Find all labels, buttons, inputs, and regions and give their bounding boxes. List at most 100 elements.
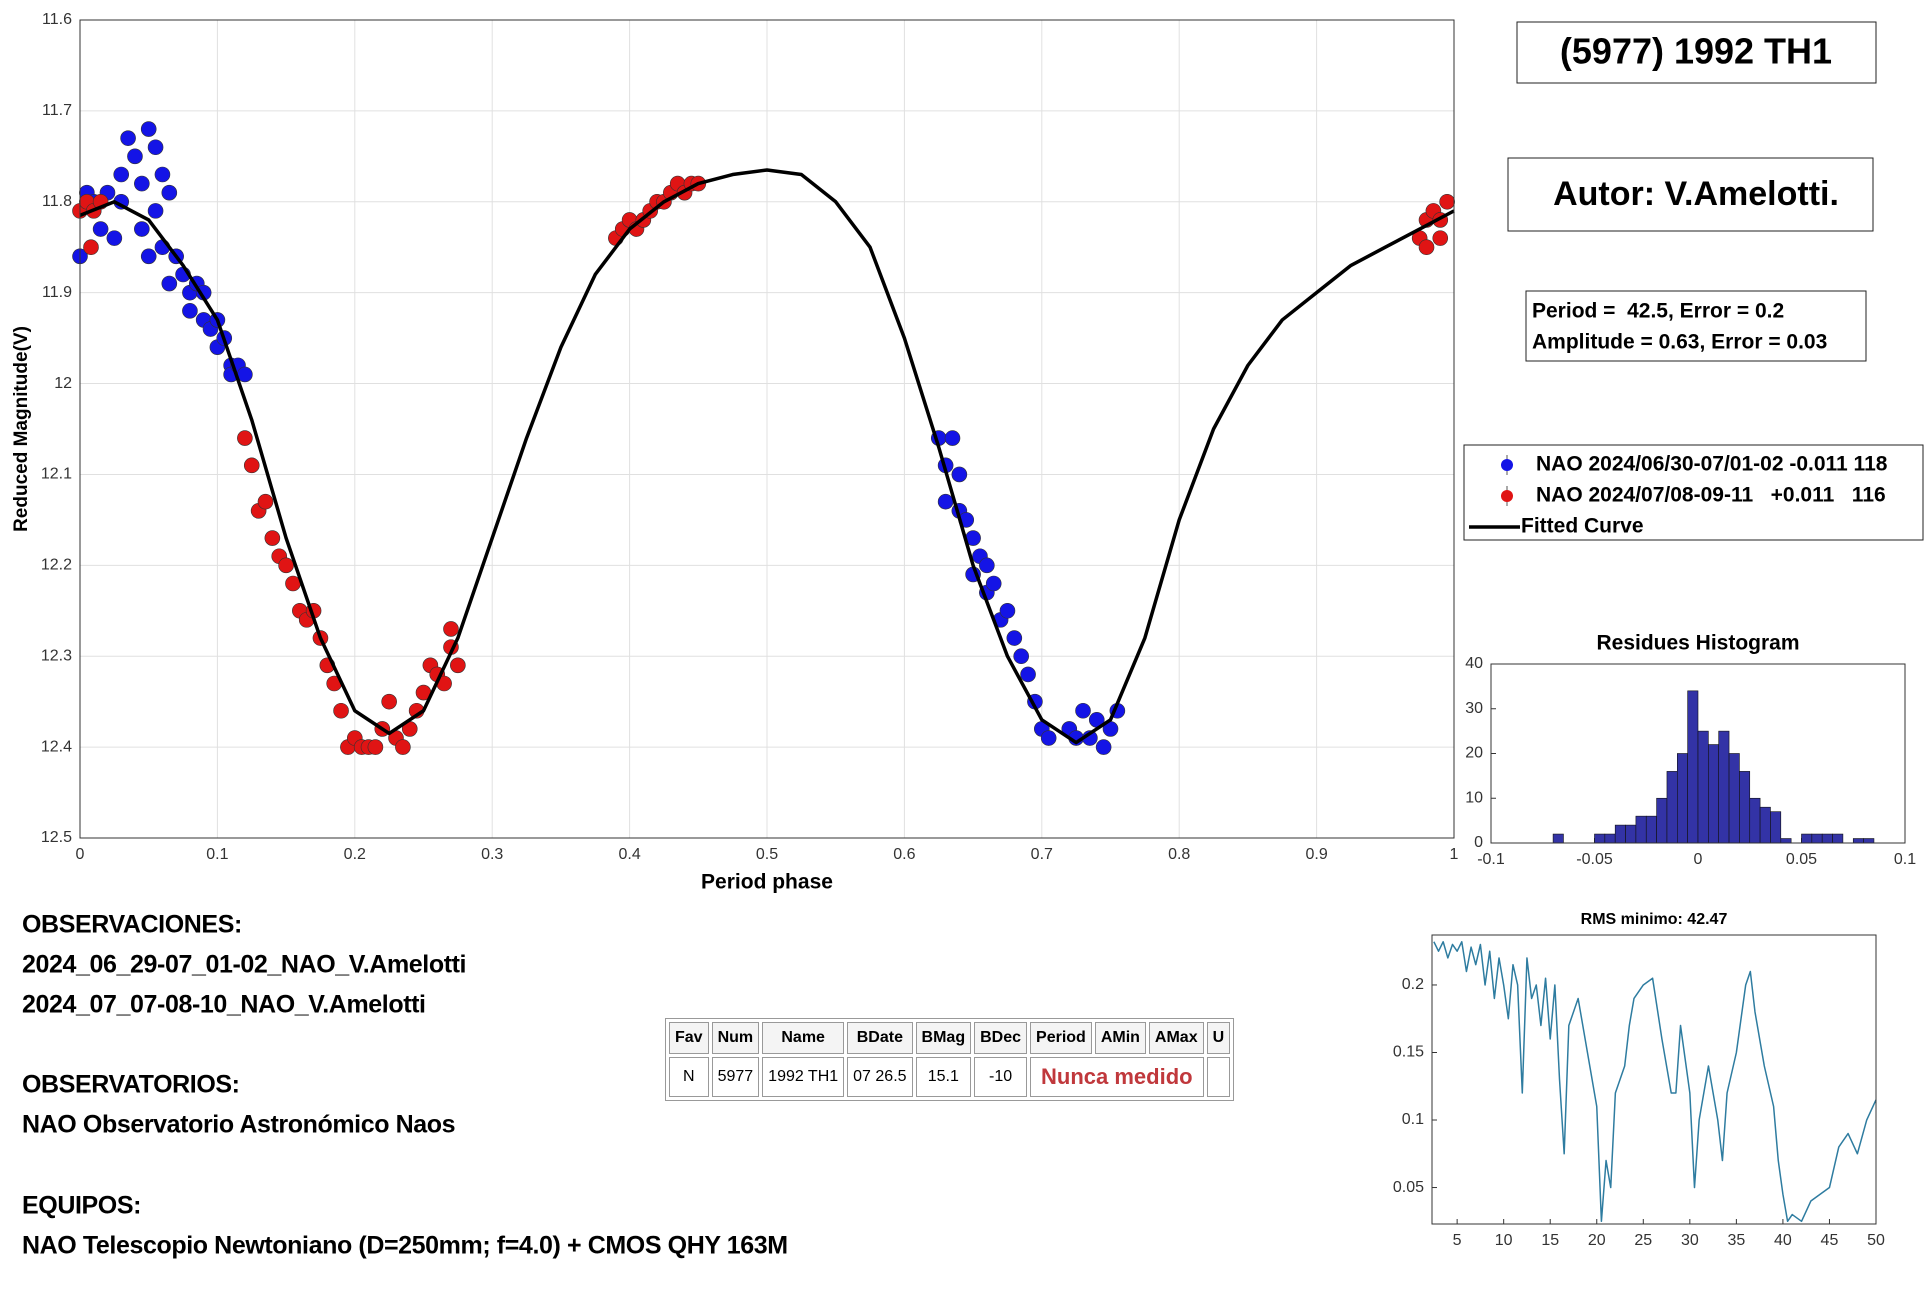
axes-frame (1431, 934, 1877, 1225)
y-tick-label: 0 (1474, 834, 1483, 851)
y-tick-label: 0.1 (1402, 1111, 1424, 1128)
table-header-cell: U (1206, 1022, 1231, 1054)
data-point (120, 130, 136, 146)
x-tick-label: 35 (1727, 1232, 1745, 1249)
data-point (951, 466, 968, 483)
histogram-bar (1739, 771, 1751, 844)
note-line: 2024_06_29-07_01-02_NAO_V.Amelotti (22, 951, 466, 979)
data-point (264, 530, 281, 546)
note-line: NAO Telescopio Newtoniano (D=250mm; f=4.… (22, 1232, 788, 1260)
y-tick-label: 11.8 (42, 193, 72, 210)
author-box (1507, 157, 1874, 232)
histogram-bar (1718, 730, 1730, 844)
table-header-cell: Period (1030, 1022, 1092, 1054)
table-header: Fav Num Name BDate BMag BDec Period AMin AMax U (669, 1022, 1231, 1054)
x-tick-label: 0.1 (206, 846, 228, 863)
data-point (154, 166, 171, 183)
x-tick-label: 0.1 (1894, 851, 1916, 868)
table-cell: N (669, 1057, 709, 1097)
table-header-cell: AMin (1094, 1022, 1146, 1054)
x-tick-label: -0.1 (1477, 851, 1505, 868)
y-tick-label: 12.3 (41, 647, 72, 664)
data-point (278, 557, 294, 574)
y-tick-label: 12.5 (41, 829, 72, 846)
data-point (937, 493, 954, 510)
chart-title: Residues Histogram (1596, 632, 1799, 655)
chart-title: (5977) 1992 TH1 (1560, 31, 1832, 72)
axes-frame (79, 19, 1455, 839)
data-point (92, 221, 109, 237)
y-axis-label: Reduced Magnitude(V) (11, 326, 32, 532)
data-point (367, 739, 384, 755)
legend-label: Fitted Curve (1521, 515, 1644, 538)
histogram-bar (1832, 833, 1844, 844)
histogram-bar (1635, 815, 1647, 844)
chart-title: RMS minimo: 42.47 (1581, 911, 1728, 928)
data-point (999, 602, 1016, 619)
table-header-cell: Fav (669, 1022, 709, 1054)
table-cell: 07 26.5 (847, 1057, 913, 1097)
histogram-bar (1677, 753, 1688, 844)
data-point (113, 166, 130, 183)
note-heading: OBSERVACIONES: (22, 911, 242, 939)
x-tick-label: 0.2 (344, 846, 366, 863)
histogram-bar (1645, 815, 1657, 844)
data-point (1006, 630, 1023, 646)
table-header-cell: BDec (974, 1022, 1028, 1054)
x-tick-label: 5 (1453, 1232, 1462, 1249)
plot-area (1432, 935, 1876, 1224)
x-tick-label: 40 (1774, 1232, 1792, 1249)
x-tick-label: 0.5 (756, 846, 778, 863)
data-point (257, 493, 274, 510)
data-point (979, 557, 995, 574)
histogram-bar (1780, 838, 1792, 844)
data-point (985, 575, 1002, 592)
note-line: 2024_07_07-08-10_NAO_V.Amelotti (22, 991, 426, 1019)
note-heading: EQUIPOS: (22, 1192, 141, 1220)
table-header-cell: Name (762, 1022, 845, 1054)
data-point (1040, 730, 1057, 746)
y-tick-label: 11.9 (42, 284, 72, 301)
data-point (243, 457, 260, 474)
x-tick-label: 20 (1588, 1232, 1606, 1249)
data-point (237, 430, 253, 446)
table-row: N 5977 1992 TH1 07 26.5 15.1 -10 Nunca medido (669, 1057, 1231, 1097)
data-point (106, 230, 123, 246)
y-tick-label: 30 (1465, 700, 1483, 717)
histogram-bar (1594, 833, 1606, 844)
data-point (1075, 702, 1091, 719)
data-point (147, 203, 164, 219)
data-point (1095, 739, 1112, 755)
data-point (1013, 648, 1029, 665)
x-tick-label: 1 (1450, 846, 1459, 863)
legend-swatch (1501, 459, 1513, 471)
data-point (161, 184, 178, 201)
data-point (944, 430, 961, 446)
axes-frame (1490, 663, 1906, 844)
histogram-bar (1863, 838, 1875, 844)
table-header-cell: Num (711, 1022, 760, 1054)
histogram-bar (1770, 811, 1782, 844)
histogram-bar (1852, 838, 1864, 844)
asteroid-table: Fav Num Name BDate BMag BDec Period AMin AMax U N… (665, 1018, 1235, 1101)
data-point (127, 148, 143, 165)
data-point (140, 248, 157, 265)
x-tick-label: 0.7 (1031, 846, 1053, 863)
histogram-bar (1728, 753, 1740, 844)
table-cell: 15.1 (915, 1057, 972, 1097)
legend-label: NAO 2024/07/08-09-11 +0.011 116 (1536, 484, 1886, 507)
data-point (1439, 193, 1455, 210)
data-point (161, 275, 178, 292)
y-tick-label: 12.4 (41, 738, 72, 755)
table-header-cell: AMax (1148, 1022, 1204, 1054)
x-tick-label: 15 (1541, 1232, 1559, 1249)
table-cell: Nunca medido (1030, 1057, 1204, 1097)
x-tick-label: 0.8 (1168, 846, 1190, 863)
title-box (1516, 21, 1877, 84)
x-tick-label: 45 (1821, 1232, 1839, 1249)
data-point (1020, 666, 1036, 683)
x-tick-label: 0.4 (618, 846, 640, 863)
y-tick-label: 11.7 (42, 102, 72, 119)
histogram-bar (1821, 833, 1833, 844)
